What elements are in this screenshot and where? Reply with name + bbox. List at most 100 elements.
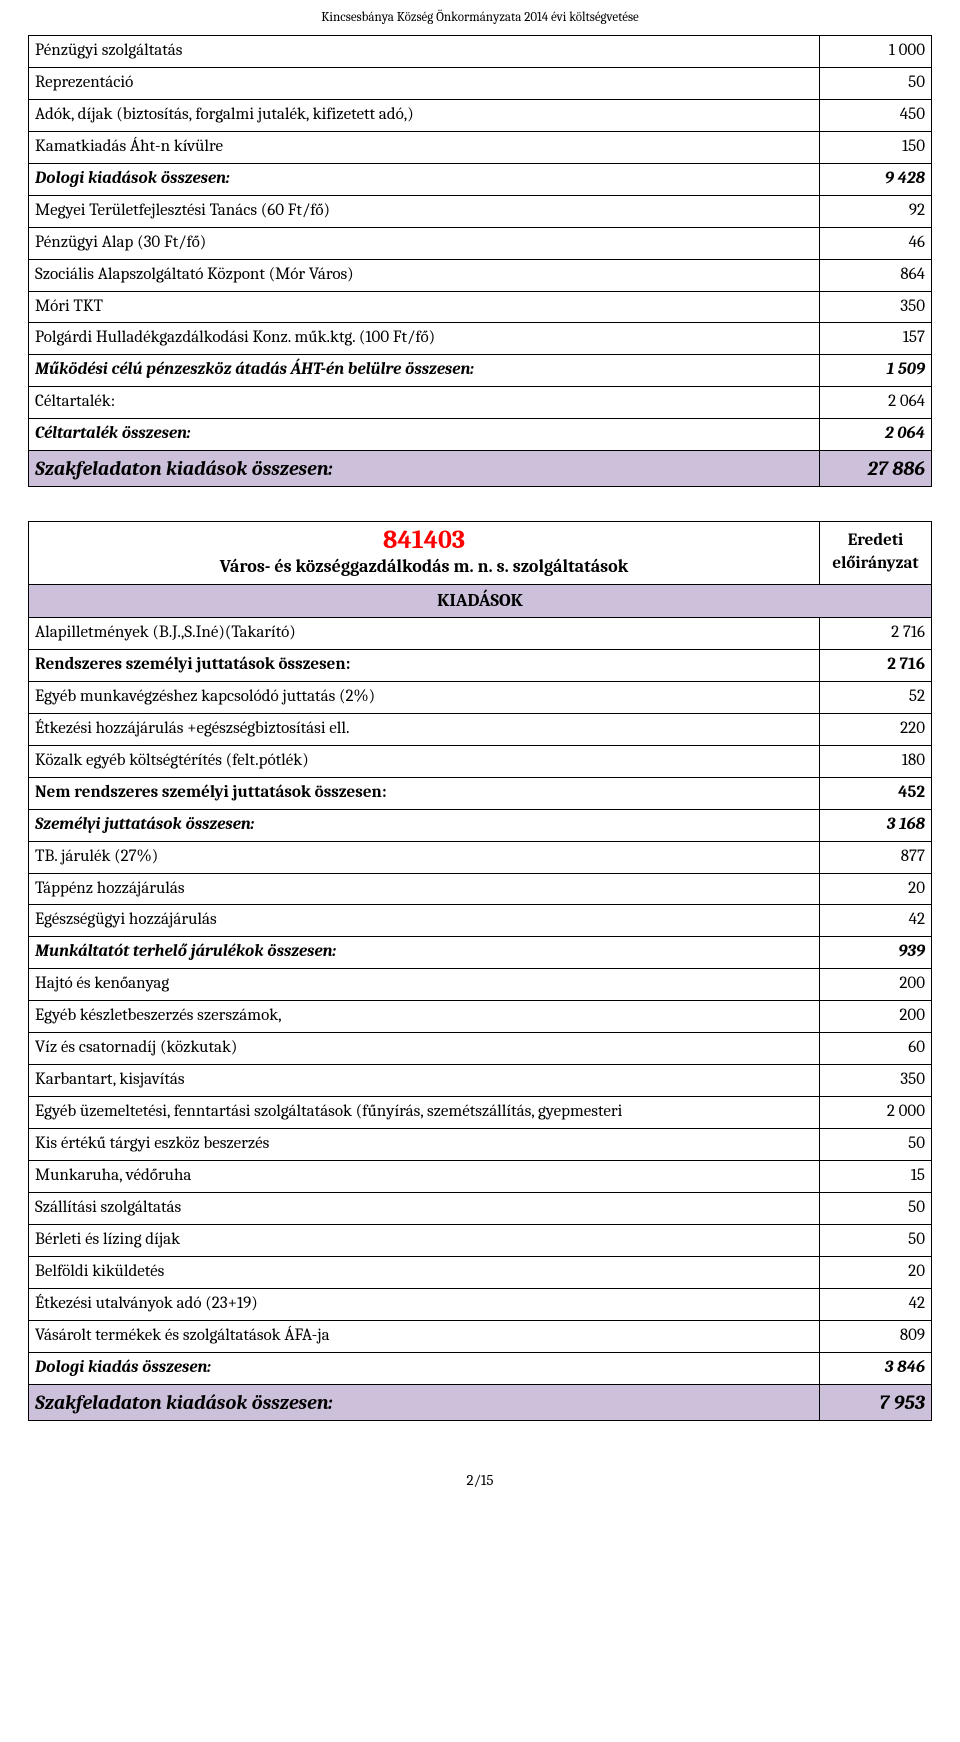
row-label: Vásárolt termékek és szolgáltatások ÁFA-… [29,1320,820,1352]
table2-row: Víz és csatornadíj (közkutak)60 [29,1033,932,1065]
row-value: 864 [820,259,932,291]
row-label: Karbantart, kisjavítás [29,1065,820,1097]
table1-row: Céltartalék összesen:2 064 [29,419,932,451]
row-value: 200 [820,1001,932,1033]
row-value: 42 [820,1288,932,1320]
row-value: 50 [820,1224,932,1256]
row-value: 3 168 [820,809,932,841]
row-value: 2 716 [820,618,932,650]
table2-row: Alapilletmények (B.J.,S.Iné)(Takarító)2 … [29,618,932,650]
row-label: Egyéb üzemeltetési, fenntartási szolgált… [29,1097,820,1129]
table1-row: Pénzügyi szolgáltatás1 000 [29,36,932,68]
kiadasok-row: KIADÁSOK [29,584,932,617]
table2-row: Rendszeres személyi juttatások összesen:… [29,649,932,681]
row-value: 46 [820,227,932,259]
table1-row: Pénzügyi Alap (30 Ft/fő)46 [29,227,932,259]
row-label: Reprezentáció [29,67,820,99]
table2-row: Nem rendszeres személyi juttatások össze… [29,777,932,809]
section-code: 841403 [35,526,813,555]
row-label: Személyi juttatások összesen: [29,809,820,841]
table1-row: Céltartalék:2 064 [29,387,932,419]
row-label: Kamatkiadás Áht-n kívülre [29,131,820,163]
table1-row: Szociális Alapszolgáltató Központ (Mór V… [29,259,932,291]
table2-row: Hajtó és kenőanyag200 [29,969,932,1001]
table2-row: Egyéb munkavégzéshez kapcsolódó juttatás… [29,681,932,713]
row-label: Szállítási szolgáltatás [29,1192,820,1224]
row-value: 877 [820,841,932,873]
row-value: 52 [820,681,932,713]
row-value: 20 [820,1256,932,1288]
eredeti-l2: előirányzat [832,554,918,573]
table2-row: Étkezési hozzájárulás +egészségbiztosítá… [29,713,932,745]
table2-row: Vásárolt termékek és szolgáltatások ÁFA-… [29,1320,932,1352]
row-value: 20 [820,873,932,905]
table2-row: Közalk egyéb költségtérítés (felt.pótlék… [29,745,932,777]
table2-row: Személyi juttatások összesen:3 168 [29,809,932,841]
table1-row: Kamatkiadás Áht-n kívülre150 [29,131,932,163]
row-value: 180 [820,745,932,777]
row-label: Alapilletmények (B.J.,S.Iné)(Takarító) [29,618,820,650]
row-value: 2 716 [820,649,932,681]
row-label: TB. járulék (27%) [29,841,820,873]
row-label: Bérleti és lízing díjak [29,1224,820,1256]
row-label: Belföldi kiküldetés [29,1256,820,1288]
table2-row: Bérleti és lízing díjak50 [29,1224,932,1256]
table2-row: TB. járulék (27%)877 [29,841,932,873]
row-value: 450 [820,99,932,131]
row-value: 50 [820,67,932,99]
row-value: 1 509 [820,355,932,387]
row-label: Munkaruha, védőruha [29,1160,820,1192]
row-value: 150 [820,131,932,163]
row-value: 92 [820,195,932,227]
row-value: 2 064 [820,419,932,451]
row-label: Adók, díjak (biztosítás, forgalmi jutalé… [29,99,820,131]
row-label: Céltartalék összesen: [29,419,820,451]
table1-row: Dologi kiadások összesen:9 428 [29,163,932,195]
table1-row: Szakfeladaton kiadások összesen:27 886 [29,451,932,487]
row-label: Közalk egyéb költségtérítés (felt.pótlék… [29,745,820,777]
row-label: Egyéb készletbeszerzés szerszámok, [29,1001,820,1033]
row-value: 50 [820,1192,932,1224]
table2-row: Belföldi kiküldetés20 [29,1256,932,1288]
row-value: 7 953 [820,1384,932,1420]
table1-row: Megyei Területfejlesztési Tanács (60 Ft/… [29,195,932,227]
section-title-cell: 841403 Város- és községgazdálkodás m. n.… [29,522,820,585]
row-label: Dologi kiadás összesen: [29,1352,820,1384]
table2-row: Szállítási szolgáltatás50 [29,1192,932,1224]
row-value: 2 000 [820,1097,932,1129]
page-header: Kincsesbánya Község Önkormányzata 2014 é… [28,10,932,25]
table1-row: Működési célú pénzeszköz átadás ÁHT-én b… [29,355,932,387]
section-title-row: 841403 Város- és községgazdálkodás m. n.… [29,522,932,585]
row-label: Víz és csatornadíj (közkutak) [29,1033,820,1065]
row-label: Pénzügyi szolgáltatás [29,36,820,68]
table2-row: Egyéb üzemeltetési, fenntartási szolgált… [29,1097,932,1129]
table2-row: Karbantart, kisjavítás350 [29,1065,932,1097]
row-label: Táppénz hozzájárulás [29,873,820,905]
row-value: 939 [820,937,932,969]
page-footer: 2/15 [28,1471,932,1489]
section-subtitle: Város- és községgazdálkodás m. n. s. szo… [220,556,629,577]
row-value: 200 [820,969,932,1001]
table2-row: Étkezési utalványok adó (23+19)42 [29,1288,932,1320]
table1-row: Polgárdi Hulladékgazdálkodási Konz. műk.… [29,323,932,355]
row-label: Móri TKT [29,291,820,323]
row-value: 809 [820,1320,932,1352]
row-label: Egyéb munkavégzéshez kapcsolódó juttatás… [29,681,820,713]
row-label: Megyei Területfejlesztési Tanács (60 Ft/… [29,195,820,227]
row-value: 9 428 [820,163,932,195]
budget-table-2: 841403 Város- és községgazdálkodás m. n.… [28,521,932,1420]
table2-row: Munkáltatót terhelő járulékok összesen:9… [29,937,932,969]
row-label: Hajtó és kenőanyag [29,969,820,1001]
eredeti-cell: Eredeti előirányzat [820,522,932,585]
row-label: Szakfeladaton kiadások összesen: [29,451,820,487]
row-label: Munkáltatót terhelő járulékok összesen: [29,937,820,969]
table2-row: Kis értékű tárgyi eszköz beszerzés50 [29,1129,932,1161]
row-label: Szakfeladaton kiadások összesen: [29,1384,820,1420]
row-value: 42 [820,905,932,937]
row-label: Rendszeres személyi juttatások összesen: [29,649,820,681]
table2-row: Egyéb készletbeszerzés szerszámok,200 [29,1001,932,1033]
row-value: 15 [820,1160,932,1192]
table2-row: Dologi kiadás összesen:3 846 [29,1352,932,1384]
table2-row: Egészségügyi hozzájárulás42 [29,905,932,937]
table2-row: Táppénz hozzájárulás20 [29,873,932,905]
